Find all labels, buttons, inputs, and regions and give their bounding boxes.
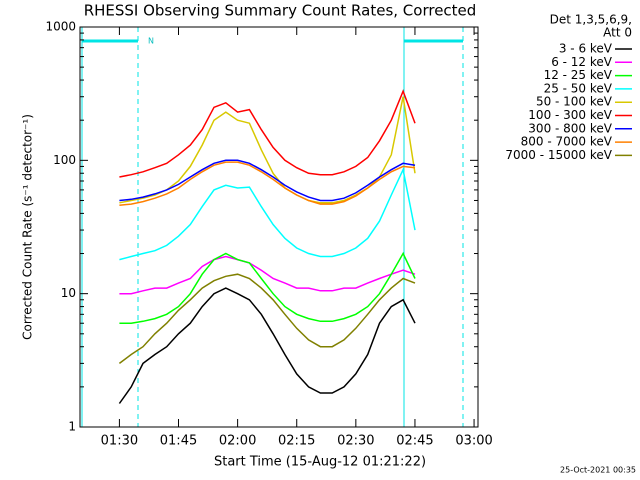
- legend-label: 6 - 12 keV: [551, 55, 613, 69]
- footer-date: 25-Oct-2021 00:35: [560, 466, 636, 475]
- x-tick-label: 01:45: [160, 434, 197, 449]
- annotation: N: [148, 37, 154, 46]
- series-line: [119, 167, 416, 261]
- y-axis-label: Corrected Count Rate (s⁻¹ detector⁻¹): [21, 114, 35, 340]
- series-line: [119, 255, 416, 295]
- legend-label: 300 - 800 keV: [528, 121, 612, 135]
- series-line: [118, 287, 416, 404]
- x-tick-label: 03:00: [455, 434, 492, 449]
- x-tick-label: 02:00: [219, 434, 256, 449]
- legend-label: 100 - 300 keV: [528, 108, 612, 122]
- legend-label: 800 - 7000 keV: [521, 135, 613, 149]
- chart-title: RHESSI Observing Summary Count Rates, Co…: [84, 2, 477, 20]
- series-line: [119, 89, 416, 178]
- series-line: [119, 159, 416, 202]
- x-tick-label: 02:30: [337, 434, 374, 449]
- series-line: [119, 161, 416, 207]
- plot-frame: [79, 26, 479, 428]
- y-tick-label: 1000: [45, 20, 76, 34]
- series-line: [119, 251, 416, 324]
- legend-label: 25 - 50 keV: [544, 81, 613, 95]
- legend-label: 12 - 25 keV: [544, 68, 613, 82]
- x-axis-label: Start Time (15-Aug-12 01:21:22): [214, 455, 426, 470]
- x-tick-label: 02:15: [278, 434, 315, 449]
- legend-label: 50 - 100 keV: [536, 95, 613, 109]
- legend-label: 7000 - 15000 keV: [505, 148, 612, 162]
- legend-label: 3 - 6 keV: [559, 42, 613, 56]
- x-tick-label: 01:30: [101, 434, 138, 449]
- legend-title: Att 0: [603, 26, 632, 40]
- x-tick-label: 02:45: [396, 434, 433, 449]
- y-tick-label: 1: [68, 420, 76, 434]
- y-tick-label: 10: [61, 286, 76, 300]
- legend-title: Det 1,3,5,6,9,: [550, 13, 632, 27]
- y-tick-label: 100: [53, 153, 76, 167]
- series-line: [118, 273, 416, 364]
